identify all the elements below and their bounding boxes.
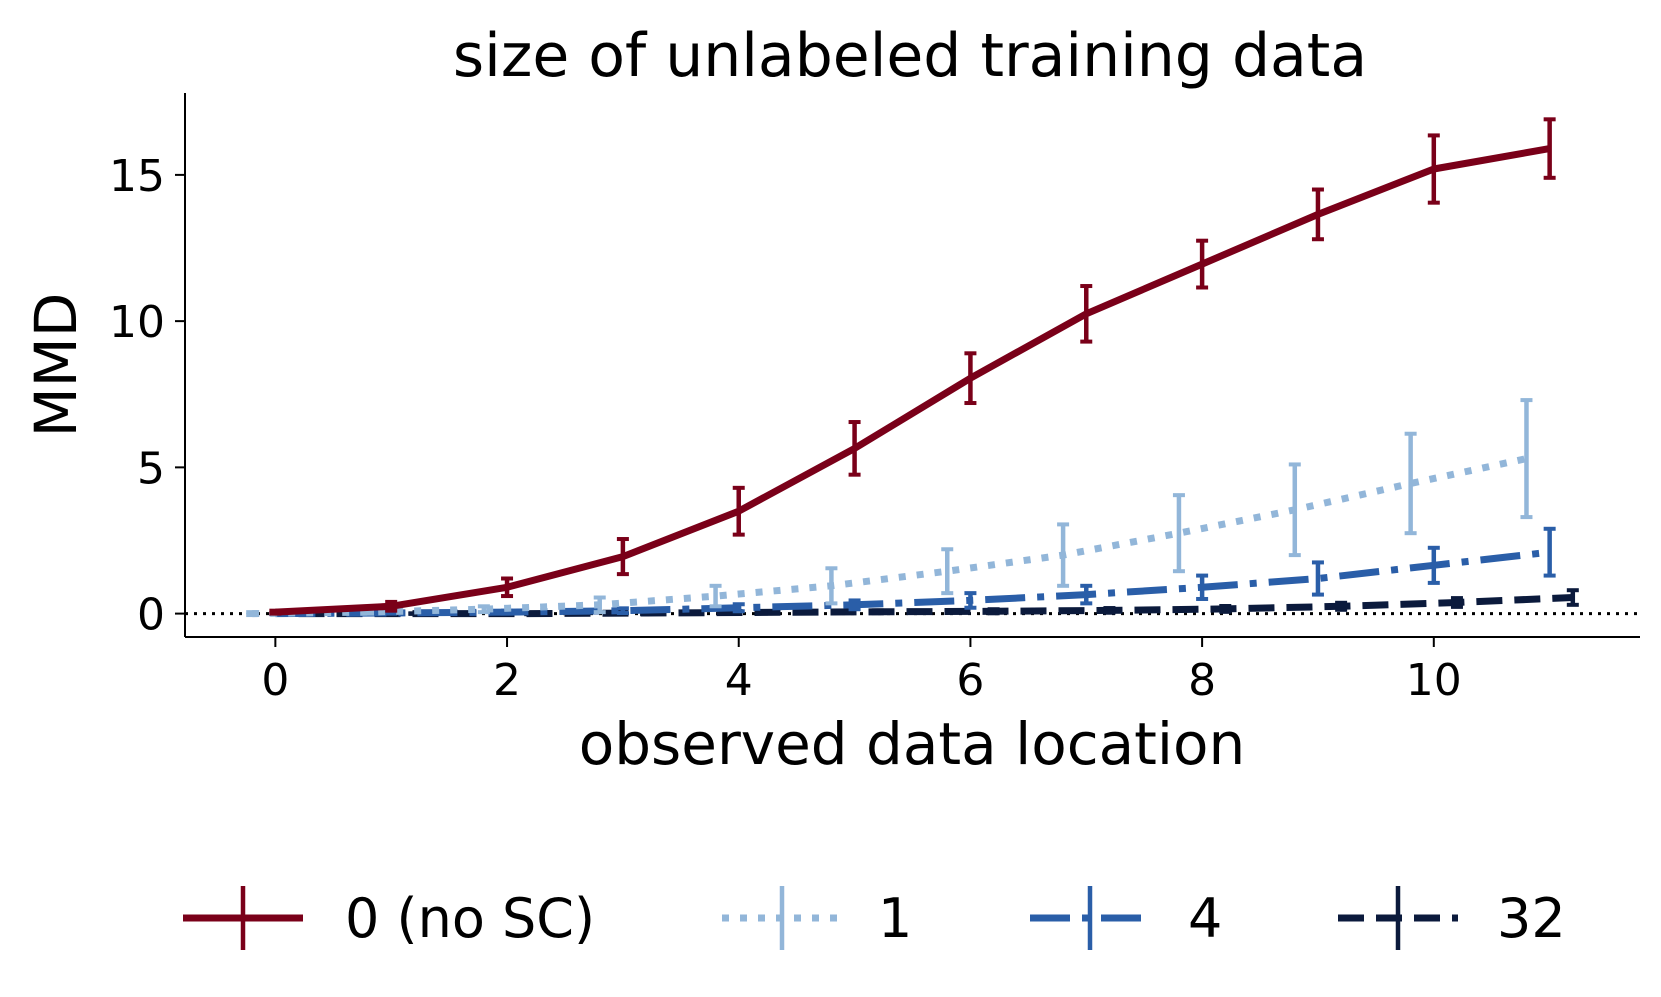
x-tick-label: 0 [261,655,289,706]
legend-label: 0 (no SC) [345,887,595,950]
y-axis-label: MMD [22,293,90,438]
series-line [275,145,1551,616]
x-tick-label: 8 [1188,655,1216,706]
x-axis-label: observed data location [579,710,1246,778]
legend: 0 (no SC) 1 4 32 [183,886,1566,950]
x-tick-label: 2 [493,655,521,706]
series-1 [246,398,1533,618]
y-tick-label: 5 [137,443,165,494]
legend-item-3: 32 [1338,886,1566,950]
y-tick-label: 15 [109,151,165,202]
x-tick-label: 10 [1406,655,1462,706]
legend-label: 32 [1497,887,1566,950]
y-tick-label: 10 [109,297,165,348]
plot-area [185,117,1640,618]
x-tick-label: 6 [956,655,984,706]
y-tick-label: 0 [137,590,165,641]
legend-label: 1 [878,887,912,950]
x-tick-label: 4 [725,655,753,706]
series-line [252,455,1528,618]
chart-title: size of unlabeled training data [453,21,1367,91]
series-2 [269,526,1556,618]
series-line [275,548,1550,618]
series-0 [269,117,1556,616]
legend-item-1: 1 [722,886,912,950]
legend-label: 4 [1188,887,1222,950]
legend-item-0: 0 (no SC) [183,886,595,950]
y-ticks: 0 5 10 15 [109,151,185,641]
x-ticks: 0 2 4 6 8 10 [261,637,1462,706]
legend-item-2: 4 [1030,886,1222,950]
